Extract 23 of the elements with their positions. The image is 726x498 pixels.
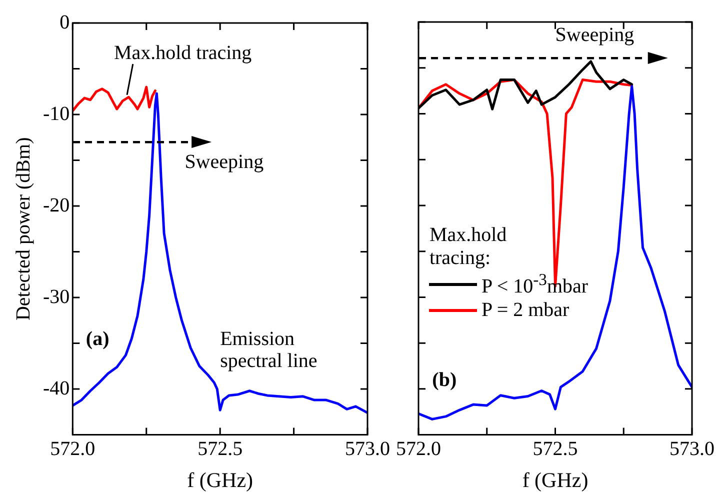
x-axis-title: f (GHz) (187, 468, 254, 492)
annotation: (a) (86, 328, 110, 350)
x-tick-label: 572.5 (532, 438, 578, 460)
annotation: (b) (432, 368, 457, 391)
y-tick-label: -10 (42, 102, 70, 125)
y-tick-label: -20 (42, 194, 70, 216)
x-tick-label: 572.0 (50, 438, 96, 460)
annotation: Sweeping (184, 150, 264, 173)
x-tick-label: 573.0 (670, 438, 714, 460)
annotation: Sweeping (555, 24, 634, 46)
y-tick-label: -40 (42, 377, 70, 400)
y-tick-label: -30 (42, 286, 70, 308)
annotation: Emission spectral line (220, 328, 318, 372)
x-tick-label: 572.0 (396, 438, 441, 460)
annotation: Max.hold tracing (114, 42, 252, 64)
legend-label: P = 2 mbar (481, 298, 570, 322)
y-axis-title: Detected power (dBm) (12, 137, 34, 321)
x-tick-label: 572.5 (198, 438, 243, 460)
y-tick-label: 0 (60, 11, 70, 34)
x-axis-title: f (GHz) (522, 468, 588, 492)
x-tick-label: 573.0 (345, 438, 390, 460)
legend-label: P < 10$^{-3}$mbar (481, 270, 588, 299)
legend-title: Max.hold tracing: (429, 224, 508, 270)
